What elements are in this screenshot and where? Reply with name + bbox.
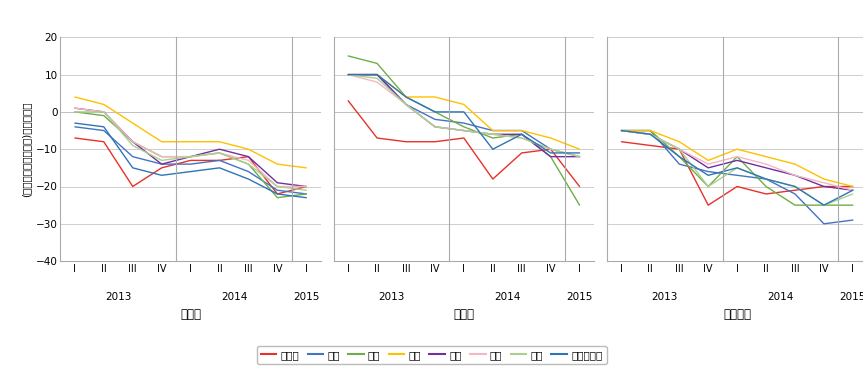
Text: 2015: 2015 xyxy=(293,292,319,302)
Text: 2015: 2015 xyxy=(840,292,863,302)
Y-axis label: (「過剰」－「不足」)％ポイント: (「過剰」－「不足」)％ポイント xyxy=(22,101,32,197)
Text: 全産業: 全産業 xyxy=(180,308,201,321)
Text: 2015: 2015 xyxy=(566,292,593,302)
Text: 2014: 2014 xyxy=(767,292,794,302)
Text: 2014: 2014 xyxy=(221,292,247,302)
Legend: 北海道, 東北, 北陸, 東海, 近畿, 中国, 四国, 九州・沖縄: 北海道, 東北, 北陸, 東海, 近畿, 中国, 四国, 九州・沖縄 xyxy=(256,346,607,364)
Text: 2013: 2013 xyxy=(378,292,405,302)
Text: 2013: 2013 xyxy=(652,292,678,302)
Text: 2013: 2013 xyxy=(105,292,131,302)
Text: 非製造業: 非製造業 xyxy=(723,308,751,321)
Text: 製造業: 製造業 xyxy=(453,308,475,321)
Text: 2014: 2014 xyxy=(494,292,520,302)
